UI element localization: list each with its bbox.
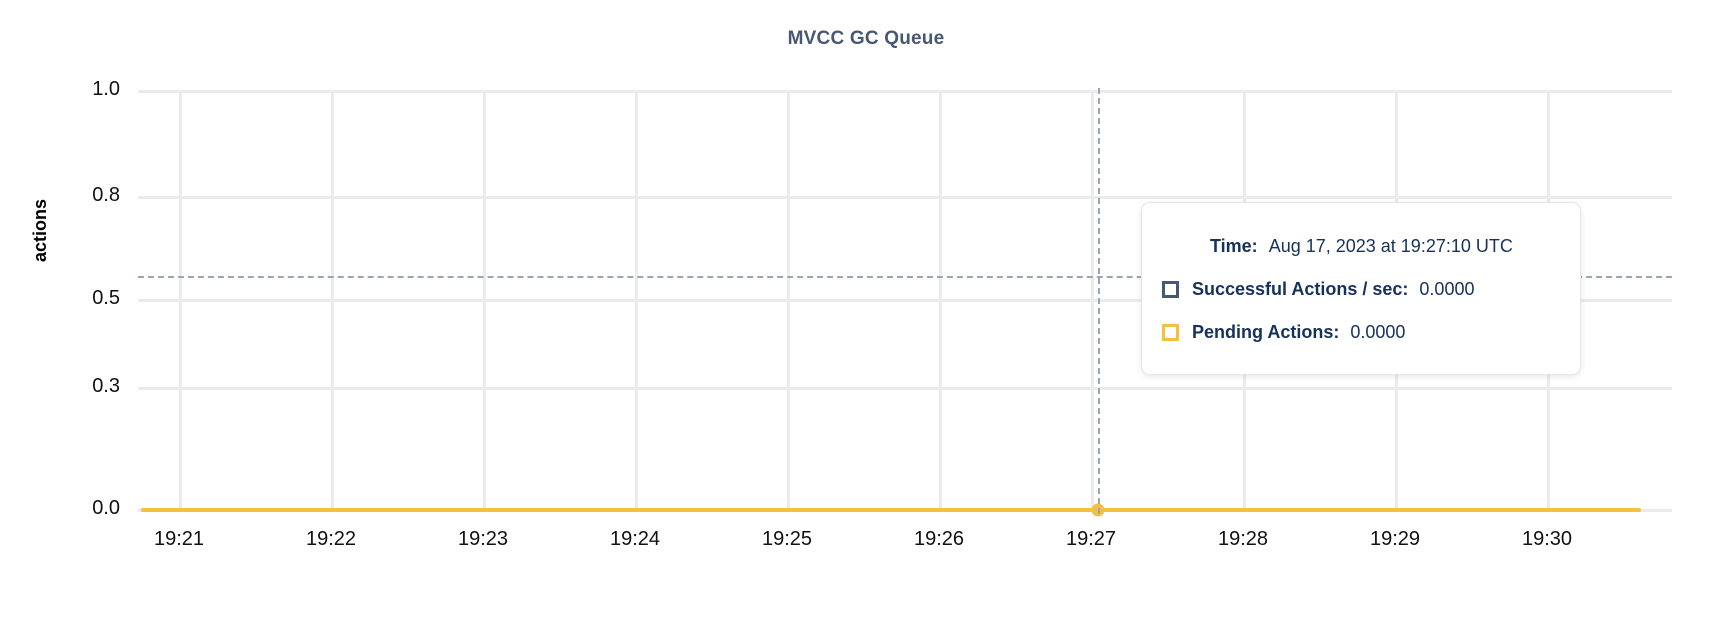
gridline-y-0.5 [138, 299, 1672, 302]
x-tick-label: 19:23 [457, 528, 509, 550]
square-outline-icon-successful-actions [1162, 281, 1179, 298]
x-tick-label: 19:24 [609, 528, 661, 550]
tooltip-series-label: Pending Actions: [1192, 322, 1340, 342]
tooltip-time-value: Aug 17, 2023 at 19:27:10 UTC [1268, 236, 1513, 256]
gridline-x-19:26 [939, 90, 942, 512]
x-tick-label: 19:22 [305, 528, 357, 550]
y-tick-label: 1.0 [92, 78, 120, 100]
y-tick-label: 0.5 [92, 287, 120, 309]
x-tick-label: 19:29 [1369, 528, 1421, 550]
gridline-x-19:25 [787, 90, 790, 512]
x-tick-label: 19:28 [1217, 528, 1269, 550]
y-tick-label: 0.0 [92, 497, 120, 519]
hover-tooltip: Time: Aug 17, 2023 at 19:27:10 UTC Succe… [1141, 202, 1581, 375]
tooltip-time-row: Time: Aug 17, 2023 at 19:27:10 UTC [1162, 225, 1560, 268]
x-tick-label: 19:25 [761, 528, 813, 550]
tooltip-series-label: Successful Actions / sec: [1192, 279, 1409, 299]
gridline-x-19:24 [635, 90, 638, 512]
gridline-x-19:22 [331, 90, 334, 512]
x-tick-label: 19:30 [1521, 528, 1573, 550]
y-axis-title: actions [30, 198, 50, 262]
crosshair-vertical [1098, 88, 1100, 514]
chart-title: MVCC GC Queue [787, 28, 945, 49]
gridline-y-0.3 [138, 387, 1672, 390]
tooltip-series-row-pending-actions: Pending Actions: 0.0000 [1162, 311, 1560, 354]
square-outline-icon-pending-actions [1162, 324, 1179, 341]
tooltip-time-label: Time: [1210, 236, 1258, 256]
gridline-x-19:21 [179, 90, 182, 512]
y-tick-label: 0.3 [92, 375, 120, 397]
tooltip-series-value: 0.0000 [1350, 322, 1406, 342]
gridline-x-19:23 [483, 90, 486, 512]
x-tick-label: 19:26 [913, 528, 965, 550]
tooltip-series-row-successful-actions: Successful Actions / sec: 0.0000 [1162, 268, 1560, 311]
x-tick-label: 19:27 [1065, 528, 1117, 550]
tooltip-series-value: 0.0000 [1419, 279, 1475, 299]
x-tick-label: 19:21 [153, 528, 205, 550]
gridline-y-0.8 [138, 196, 1672, 199]
gridline-x-19:27 [1091, 90, 1094, 512]
gridline-y-1.0 [138, 90, 1672, 93]
crosshair-horizontal [138, 276, 1672, 278]
series-line-pending-actions [141, 508, 1641, 512]
